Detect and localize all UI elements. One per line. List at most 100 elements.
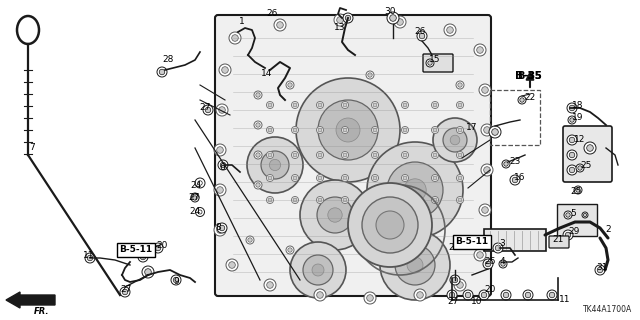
Circle shape [578,166,582,170]
Circle shape [266,101,273,108]
Circle shape [582,212,588,218]
FancyBboxPatch shape [549,236,569,248]
Circle shape [481,124,493,136]
Circle shape [254,91,262,99]
Circle shape [269,159,280,171]
Circle shape [567,135,577,145]
Circle shape [403,153,407,157]
Circle shape [317,196,323,204]
Circle shape [495,245,500,251]
Text: 4: 4 [499,258,505,267]
Circle shape [371,151,378,158]
Text: 27: 27 [199,103,211,113]
Circle shape [428,61,432,65]
Circle shape [157,67,167,77]
Circle shape [219,64,231,76]
Circle shape [373,153,377,157]
Circle shape [426,59,434,67]
Circle shape [217,187,223,193]
Circle shape [256,183,260,187]
Circle shape [493,243,503,253]
Circle shape [484,127,490,133]
Circle shape [474,249,486,261]
Circle shape [293,198,297,202]
Text: 3: 3 [499,239,505,249]
Circle shape [256,123,260,127]
Circle shape [504,162,508,166]
Text: 9: 9 [173,277,179,286]
Circle shape [458,198,462,202]
Circle shape [246,236,254,244]
Circle shape [477,47,483,53]
Circle shape [203,105,213,115]
Circle shape [431,151,438,158]
Text: TK44A1700A: TK44A1700A [583,305,632,314]
Text: 20: 20 [448,244,460,252]
Circle shape [518,96,526,104]
Circle shape [348,183,432,267]
Text: 20: 20 [484,285,496,294]
Circle shape [397,19,403,25]
Circle shape [569,152,575,158]
Circle shape [454,279,466,291]
Circle shape [574,186,582,194]
Text: 18: 18 [572,100,584,109]
Circle shape [318,153,322,157]
Circle shape [403,103,407,107]
Circle shape [342,196,349,204]
Circle shape [376,211,404,239]
Circle shape [345,15,351,21]
Circle shape [193,195,197,199]
Circle shape [342,151,349,158]
Circle shape [563,230,573,240]
Circle shape [218,160,228,170]
Circle shape [595,265,605,275]
Circle shape [142,266,154,278]
Circle shape [220,162,226,168]
Circle shape [501,262,505,266]
Circle shape [291,196,298,204]
Circle shape [191,194,199,202]
Circle shape [566,213,570,217]
Circle shape [481,292,487,298]
Circle shape [395,245,435,285]
Circle shape [587,145,593,151]
Circle shape [404,179,426,201]
Circle shape [195,207,205,217]
Circle shape [193,196,197,200]
Circle shape [489,126,501,138]
Circle shape [261,151,289,179]
Circle shape [576,164,584,172]
Circle shape [247,137,303,193]
Text: 26: 26 [266,10,278,19]
Circle shape [140,254,146,260]
Circle shape [458,176,462,180]
Circle shape [583,213,587,217]
Circle shape [443,128,467,152]
Circle shape [214,184,226,196]
Text: 2: 2 [605,226,611,235]
Text: 7: 7 [29,143,35,153]
Circle shape [452,277,458,283]
Circle shape [317,126,323,133]
Circle shape [458,128,462,132]
Circle shape [484,167,490,173]
Text: B-35: B-35 [515,71,541,81]
Circle shape [501,290,511,300]
Circle shape [221,67,228,73]
Circle shape [156,245,161,251]
Circle shape [456,126,463,133]
Text: 6: 6 [219,164,225,172]
Text: 27: 27 [447,298,459,307]
Circle shape [458,153,462,157]
Circle shape [401,196,408,204]
Circle shape [568,116,576,124]
Circle shape [390,15,396,21]
Circle shape [318,198,322,202]
Circle shape [565,232,571,238]
Circle shape [232,35,238,41]
Text: 11: 11 [559,295,571,305]
Circle shape [317,292,323,298]
Circle shape [456,196,463,204]
Circle shape [318,103,322,107]
